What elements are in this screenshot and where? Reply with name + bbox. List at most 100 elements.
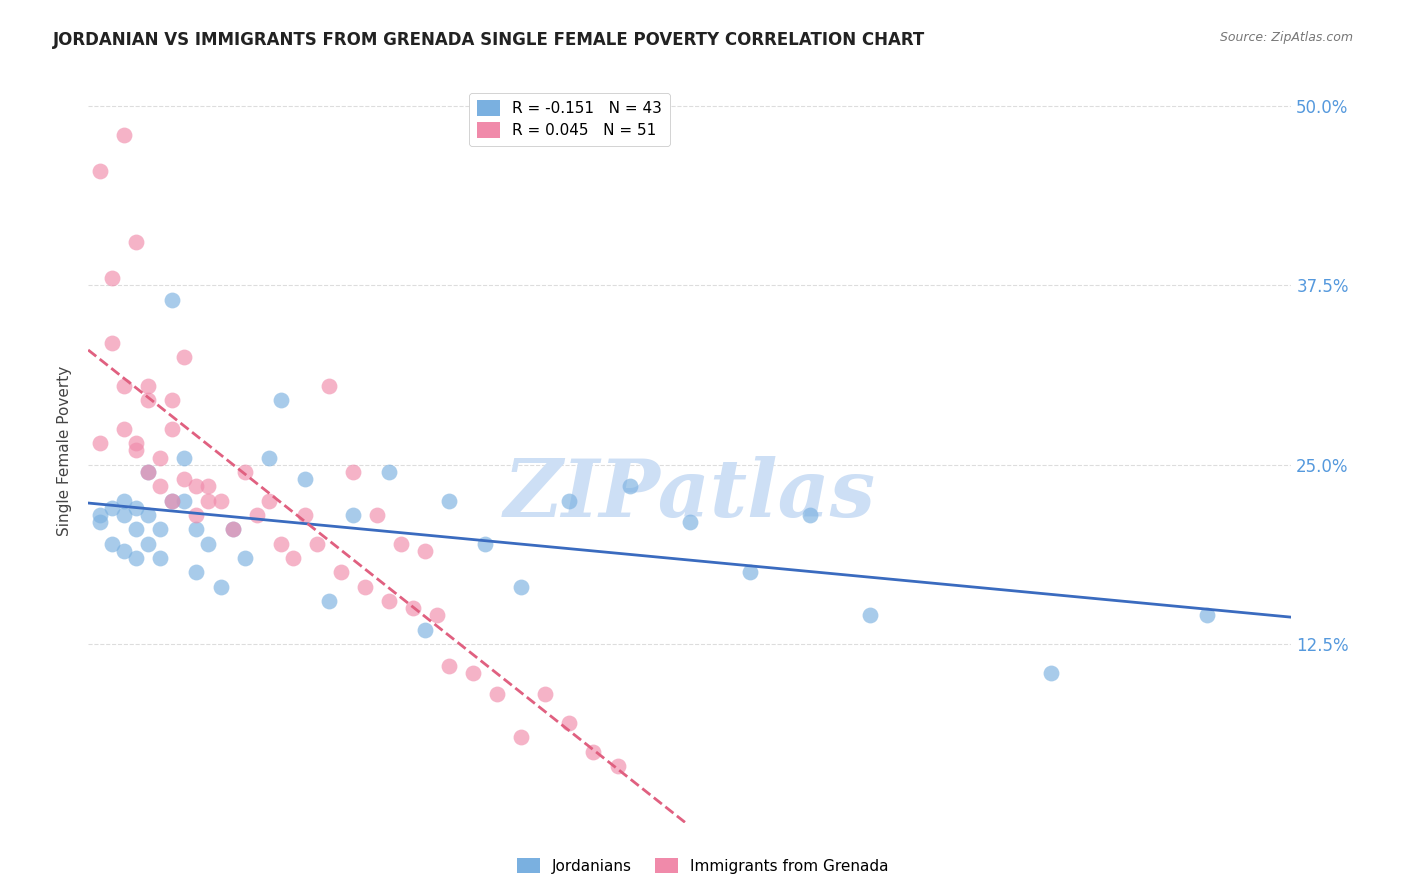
Point [679,515,702,529]
Point [366,508,388,522]
Point [112,422,135,436]
Legend: R = -0.151   N = 43, R = 0.045   N = 51: R = -0.151 N = 43, R = 0.045 N = 51 [470,93,669,146]
Point [318,379,340,393]
Point [534,687,557,701]
Point [619,479,641,493]
Point [101,335,124,350]
Point [859,608,882,623]
Point [342,465,364,479]
Point [162,493,184,508]
Point [186,566,208,580]
Point [125,436,148,450]
Point [582,745,605,759]
Point [402,601,425,615]
Point [558,716,581,731]
Point [558,493,581,508]
Point [89,508,111,522]
Point [378,465,401,479]
Point [162,393,184,408]
Point [318,594,340,608]
Point [305,537,328,551]
Point [112,508,135,522]
Point [162,493,184,508]
Point [101,271,124,285]
Point [329,566,352,580]
Point [186,522,208,536]
Point [89,515,111,529]
Point [257,450,280,465]
Point [173,450,195,465]
Point [89,163,111,178]
Point [101,537,124,551]
Point [738,566,761,580]
Point [125,522,148,536]
Point [463,665,485,680]
Point [162,422,184,436]
Point [221,522,243,536]
Point [197,493,219,508]
Point [136,537,159,551]
Point [136,379,159,393]
Point [389,537,412,551]
Point [136,465,159,479]
Point [486,687,509,701]
Y-axis label: Single Female Poverty: Single Female Poverty [58,366,72,535]
Point [354,580,377,594]
Point [101,500,124,515]
Point [136,393,159,408]
Point [149,551,172,566]
Point [197,479,219,493]
Point [136,508,159,522]
Point [437,658,460,673]
Point [294,472,316,486]
Point [1197,608,1219,623]
Point [378,594,401,608]
Point [246,508,269,522]
Point [125,551,148,566]
Point [173,350,195,364]
Point [342,508,364,522]
Point [510,580,533,594]
Point [209,580,232,594]
Point [221,522,243,536]
Point [186,479,208,493]
Point [233,465,256,479]
Point [606,759,628,773]
Point [437,493,460,508]
Point [270,393,292,408]
Point [257,493,280,508]
Point [197,537,219,551]
Point [413,623,436,637]
Point [112,379,135,393]
Point [112,544,135,558]
Point [89,436,111,450]
Point [510,731,533,745]
Point [136,465,159,479]
Point [125,443,148,458]
Point [1039,665,1062,680]
Text: ZIPatlas: ZIPatlas [503,457,876,534]
Point [149,450,172,465]
Point [426,608,449,623]
Point [281,551,304,566]
Point [112,128,135,142]
Point [125,235,148,250]
Point [233,551,256,566]
Point [173,493,195,508]
Point [186,508,208,522]
Point [162,293,184,307]
Point [209,493,232,508]
Point [149,522,172,536]
Point [125,500,148,515]
Point [173,472,195,486]
Point [149,479,172,493]
Text: Source: ZipAtlas.com: Source: ZipAtlas.com [1219,31,1353,45]
Point [112,493,135,508]
Legend: Jordanians, Immigrants from Grenada: Jordanians, Immigrants from Grenada [510,852,896,880]
Point [799,508,821,522]
Text: JORDANIAN VS IMMIGRANTS FROM GRENADA SINGLE FEMALE POVERTY CORRELATION CHART: JORDANIAN VS IMMIGRANTS FROM GRENADA SIN… [53,31,925,49]
Point [294,508,316,522]
Point [413,544,436,558]
Point [474,537,496,551]
Point [270,537,292,551]
